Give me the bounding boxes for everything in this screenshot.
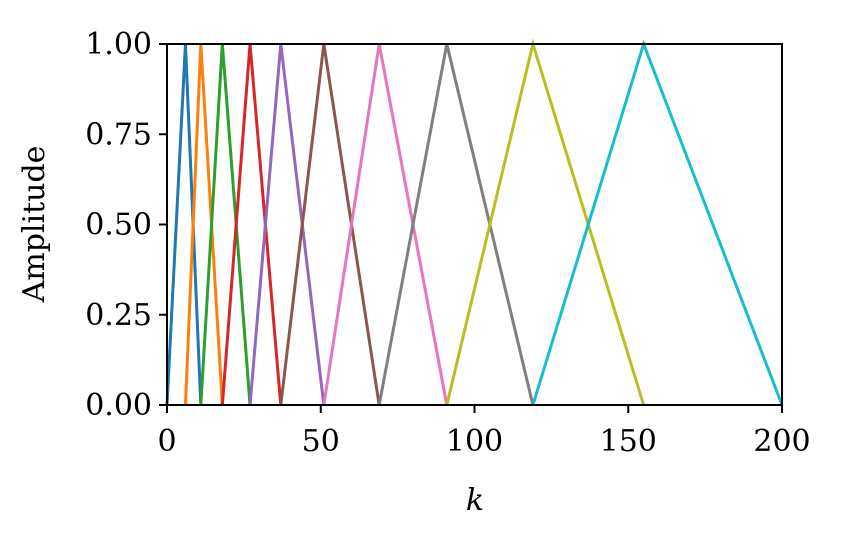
series-line-9 <box>447 44 644 405</box>
series-line-10 <box>533 44 782 405</box>
x-tick-label: 150 <box>600 424 657 459</box>
series-layer <box>167 44 782 405</box>
y-axis-label: Amplitude <box>17 146 52 304</box>
x-tick-label: 50 <box>302 424 340 459</box>
series-line-6 <box>281 44 379 405</box>
y-tick-label: 0.25 <box>85 298 152 333</box>
y-tick-label: 0.00 <box>85 388 152 423</box>
x-tick-label: 100 <box>446 424 503 459</box>
series-line-1 <box>167 44 201 405</box>
y-tick-label: 0.50 <box>85 208 152 243</box>
y-tick-label: 1.00 <box>85 27 152 62</box>
series-line-7 <box>324 44 447 405</box>
series-line-4 <box>222 44 280 405</box>
x-tick-label: 200 <box>753 424 810 459</box>
plot-frame <box>167 44 782 405</box>
x-axis-label: k <box>466 483 484 518</box>
y-tick-label: 0.75 <box>85 117 152 152</box>
series-line-8 <box>379 44 533 405</box>
x-tick-label: 0 <box>157 424 176 459</box>
